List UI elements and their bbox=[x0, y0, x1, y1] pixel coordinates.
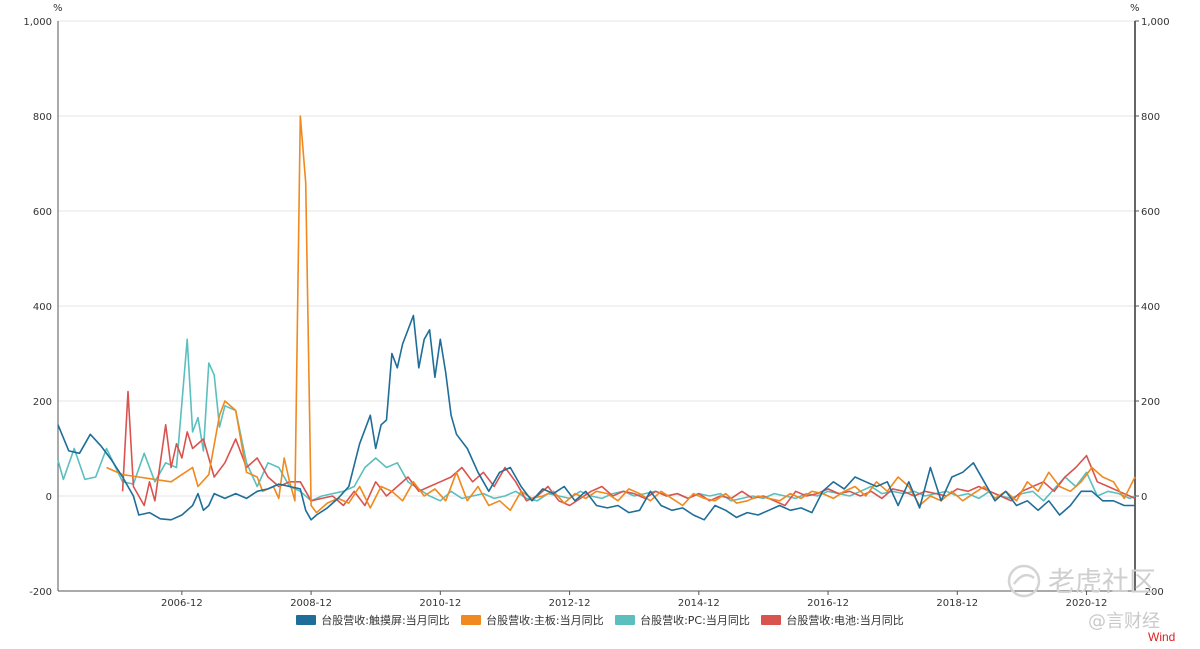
series-line-1 bbox=[106, 115, 1136, 514]
legend: 台股营收:触摸屏:当月同比 台股营收:主板:当月同比 台股营收:PC:当月同比 … bbox=[0, 612, 1200, 628]
x-tick-label: 2010-12 bbox=[419, 598, 461, 609]
y-tick-label-right: 800 bbox=[1141, 112, 1160, 123]
y-tick-label-right: -200 bbox=[1141, 587, 1164, 598]
gridlines bbox=[58, 20, 1135, 592]
legend-swatch bbox=[461, 615, 482, 625]
x-tick-label: 2012-12 bbox=[549, 598, 591, 609]
x-tick-label: 2014-12 bbox=[678, 598, 720, 609]
y-tick-label-right: 0 bbox=[1141, 492, 1147, 503]
y-tick-label-left: 200 bbox=[33, 397, 52, 408]
y-axis-right-unit: % bbox=[1130, 3, 1140, 14]
x-axis-ticks: 2006-12 2008-12 2010-12 2012-12 2014-12 2016-… bbox=[161, 591, 1107, 609]
y-axis-left-ticks: -200 0 200 400 600 800 1,000 bbox=[23, 17, 52, 598]
series-line-2 bbox=[57, 338, 1136, 502]
y-tick-label-right: 1,000 bbox=[1141, 17, 1170, 28]
legend-label: 台股营收:触摸屏:当月同比 bbox=[321, 614, 450, 627]
x-tick-label: 2020-12 bbox=[1066, 598, 1108, 609]
legend-swatch bbox=[615, 615, 636, 625]
legend-item-touchscreen[interactable]: 台股营收:触摸屏:当月同比 bbox=[296, 612, 450, 628]
x-tick-label: 2006-12 bbox=[161, 598, 203, 609]
y-tick-label-left: 1,000 bbox=[23, 17, 52, 28]
y-axis-right-ticks: -200 0 200 400 600 800 1,000 bbox=[1135, 17, 1170, 598]
y-tick-label-left: 800 bbox=[33, 112, 52, 123]
series-line-3 bbox=[121, 390, 1136, 507]
legend-label: 台股营收:主板:当月同比 bbox=[486, 614, 604, 627]
legend-swatch bbox=[761, 615, 782, 625]
watermark-handle: @言财经 bbox=[1088, 611, 1160, 632]
y-tick-label-left: 0 bbox=[46, 492, 52, 503]
legend-swatch bbox=[296, 615, 317, 625]
y-tick-label-right: 600 bbox=[1141, 207, 1160, 218]
series-lines bbox=[57, 115, 1136, 521]
x-tick-label: 2016-12 bbox=[807, 598, 849, 609]
series-line-0 bbox=[57, 314, 1135, 521]
tiger-community-watermark-logo: 老虎社区 bbox=[1007, 564, 1156, 598]
y-tick-label-left: -200 bbox=[29, 587, 52, 598]
y-tick-label-right: 200 bbox=[1141, 397, 1160, 408]
y-tick-label-right: 400 bbox=[1141, 302, 1160, 313]
watermark-logo-text: 老虎社区 bbox=[1048, 567, 1156, 598]
y-axis-left-unit: % bbox=[53, 3, 63, 14]
x-tick-label: 2018-12 bbox=[936, 598, 978, 609]
wind-brand-label: Wind bbox=[1148, 630, 1176, 644]
legend-label: 台股营收:PC:当月同比 bbox=[640, 614, 750, 627]
legend-item-pc[interactable]: 台股营收:PC:当月同比 bbox=[615, 612, 750, 628]
legend-label: 台股营收:电池:当月同比 bbox=[786, 614, 904, 627]
y-tick-label-left: 600 bbox=[33, 207, 52, 218]
x-tick-label: 2008-12 bbox=[290, 598, 332, 609]
legend-item-battery[interactable]: 台股营收:电池:当月同比 bbox=[761, 612, 904, 628]
y-tick-label-left: 400 bbox=[33, 302, 52, 313]
legend-item-motherboard[interactable]: 台股营收:主板:当月同比 bbox=[461, 612, 604, 628]
